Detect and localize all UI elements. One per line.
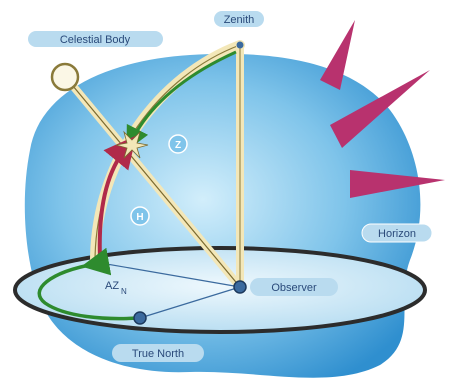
zenith-angle-arc	[126, 50, 237, 151]
horizon-plane	[13, 246, 427, 334]
horizon-point-icon	[92, 259, 98, 265]
celestial-body-label: Celestial Body	[60, 34, 131, 46]
observer-label: Observer	[271, 282, 317, 294]
horizon-label: Horizon	[378, 228, 416, 240]
observer-to-horizon-line	[94, 261, 241, 288]
azimuth-arc	[37, 247, 139, 321]
observer-label-bg	[250, 278, 338, 296]
sun-ray-3	[350, 170, 445, 198]
zenith-label: Zenith	[224, 14, 255, 26]
zenith-angle-label: Z	[175, 140, 181, 151]
azimuth-subscript-label: N	[121, 287, 127, 296]
horizon-label-bg	[361, 223, 433, 243]
altitude-arc	[97, 135, 137, 259]
celestial-body-icon	[50, 62, 80, 92]
true-north-label: True North	[132, 348, 184, 360]
sun-ray-1	[320, 20, 355, 90]
true-north-label-bg	[112, 344, 204, 362]
observer-to-north-line	[139, 286, 241, 319]
zenith-point-icon	[236, 41, 244, 49]
celestial-body-label-bg	[28, 31, 163, 47]
observer-point-icon	[233, 280, 247, 294]
body-line-edge	[67, 79, 241, 288]
altitude-label: H	[136, 212, 143, 223]
zenith-label-bg	[214, 11, 264, 27]
azimuth-label: AZ	[105, 280, 119, 292]
altitude-label-bg	[130, 206, 150, 226]
sun-ray-2	[330, 70, 430, 148]
true-north-point-icon	[133, 311, 147, 325]
zenith-angle-label-bg	[168, 134, 188, 154]
intersection-marker	[115, 130, 149, 159]
